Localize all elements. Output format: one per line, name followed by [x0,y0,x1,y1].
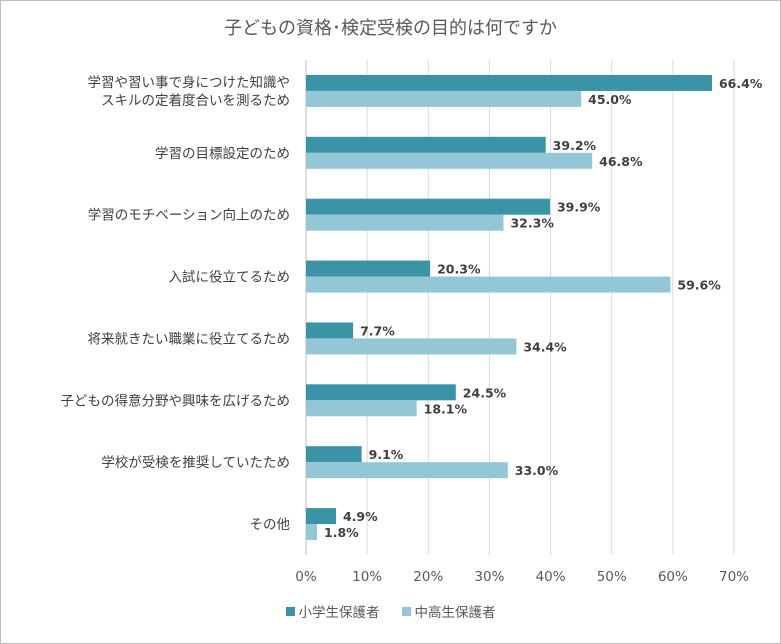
category-label: 学校が受検を推奨していたため [101,454,290,471]
legend-swatch-secondary [401,606,411,616]
data-label: 39.2% [553,138,597,153]
bar-elementary [306,446,362,463]
data-label: 34.4% [523,339,567,354]
bars [306,74,712,541]
bar-secondary [306,152,593,169]
legend-label-secondary: 中高生保護者 [414,605,496,621]
data-label: 7.7% [360,323,395,338]
bar-secondary [306,400,417,417]
x-tick-label: 10% [352,569,382,585]
legend-label-elementary: 小学生保護者 [298,605,380,621]
category-label: 学習のモチベーション向上のため [88,208,290,224]
data-label: 18.1% [424,401,468,416]
category-label: 学習の目標設定のため [155,146,290,162]
legend-item-secondary: 中高生保護者 [401,601,496,621]
category-label: その他 [250,517,291,533]
bar-secondary [306,338,517,355]
labels: 0% 10% 20% 30% 40% 50% 60% 70% 66.4% 45.0% 学習や習い事で… [61,74,763,585]
bar-secondary [306,462,508,479]
gridlines [305,60,735,555]
bar-elementary [306,322,354,339]
chart-title: 子どもの資格･検定受検の目的は何ですか [224,18,557,39]
data-label: 59.6% [677,278,721,293]
x-tick-label: 40% [536,569,566,585]
bar-elementary [306,508,336,525]
data-label: 4.9% [343,509,378,524]
data-label: 46.8% [599,154,643,169]
data-label: 9.1% [369,447,404,462]
category-label: スキルの定着度合いを測るため [101,92,290,109]
data-label: 45.0% [588,92,632,107]
x-tick-label: 70% [719,569,749,585]
x-tick-label: 50% [597,569,627,585]
data-label: 39.9% [557,200,601,215]
data-label: 66.4% [719,76,763,91]
bar-secondary [306,524,318,541]
data-label: 1.8% [324,525,359,540]
category-label: 学習や習い事で身につけた知識や [88,74,291,91]
category-label: 将来就きたい職業に役立てるため [88,331,291,347]
data-label: 33.0% [515,463,559,478]
category-label: 入試に役立てるため [169,270,291,286]
x-tick-label: 20% [413,569,443,585]
x-tick-label: 30% [474,569,504,585]
legend-swatch-elementary [285,606,295,616]
bar-secondary [306,276,671,293]
data-label: 32.3% [510,216,554,231]
category-label: 子どもの得意分野や興味を広げるため [61,392,291,409]
bar-secondary [306,214,504,231]
bar-elementary [306,136,546,153]
x-tick-label: 0% [295,569,317,585]
data-label: 24.5% [463,385,507,400]
bar-elementary [306,198,550,215]
bar-secondary [306,90,582,107]
legend: 小学生保護者 中高生保護者 [0,601,781,621]
bar-elementary [306,384,456,401]
bar-elementary [306,260,431,277]
legend-item-elementary: 小学生保護者 [285,601,380,621]
bar-elementary [306,74,712,91]
x-tick-label: 60% [658,569,688,585]
data-label: 20.3% [437,262,481,277]
